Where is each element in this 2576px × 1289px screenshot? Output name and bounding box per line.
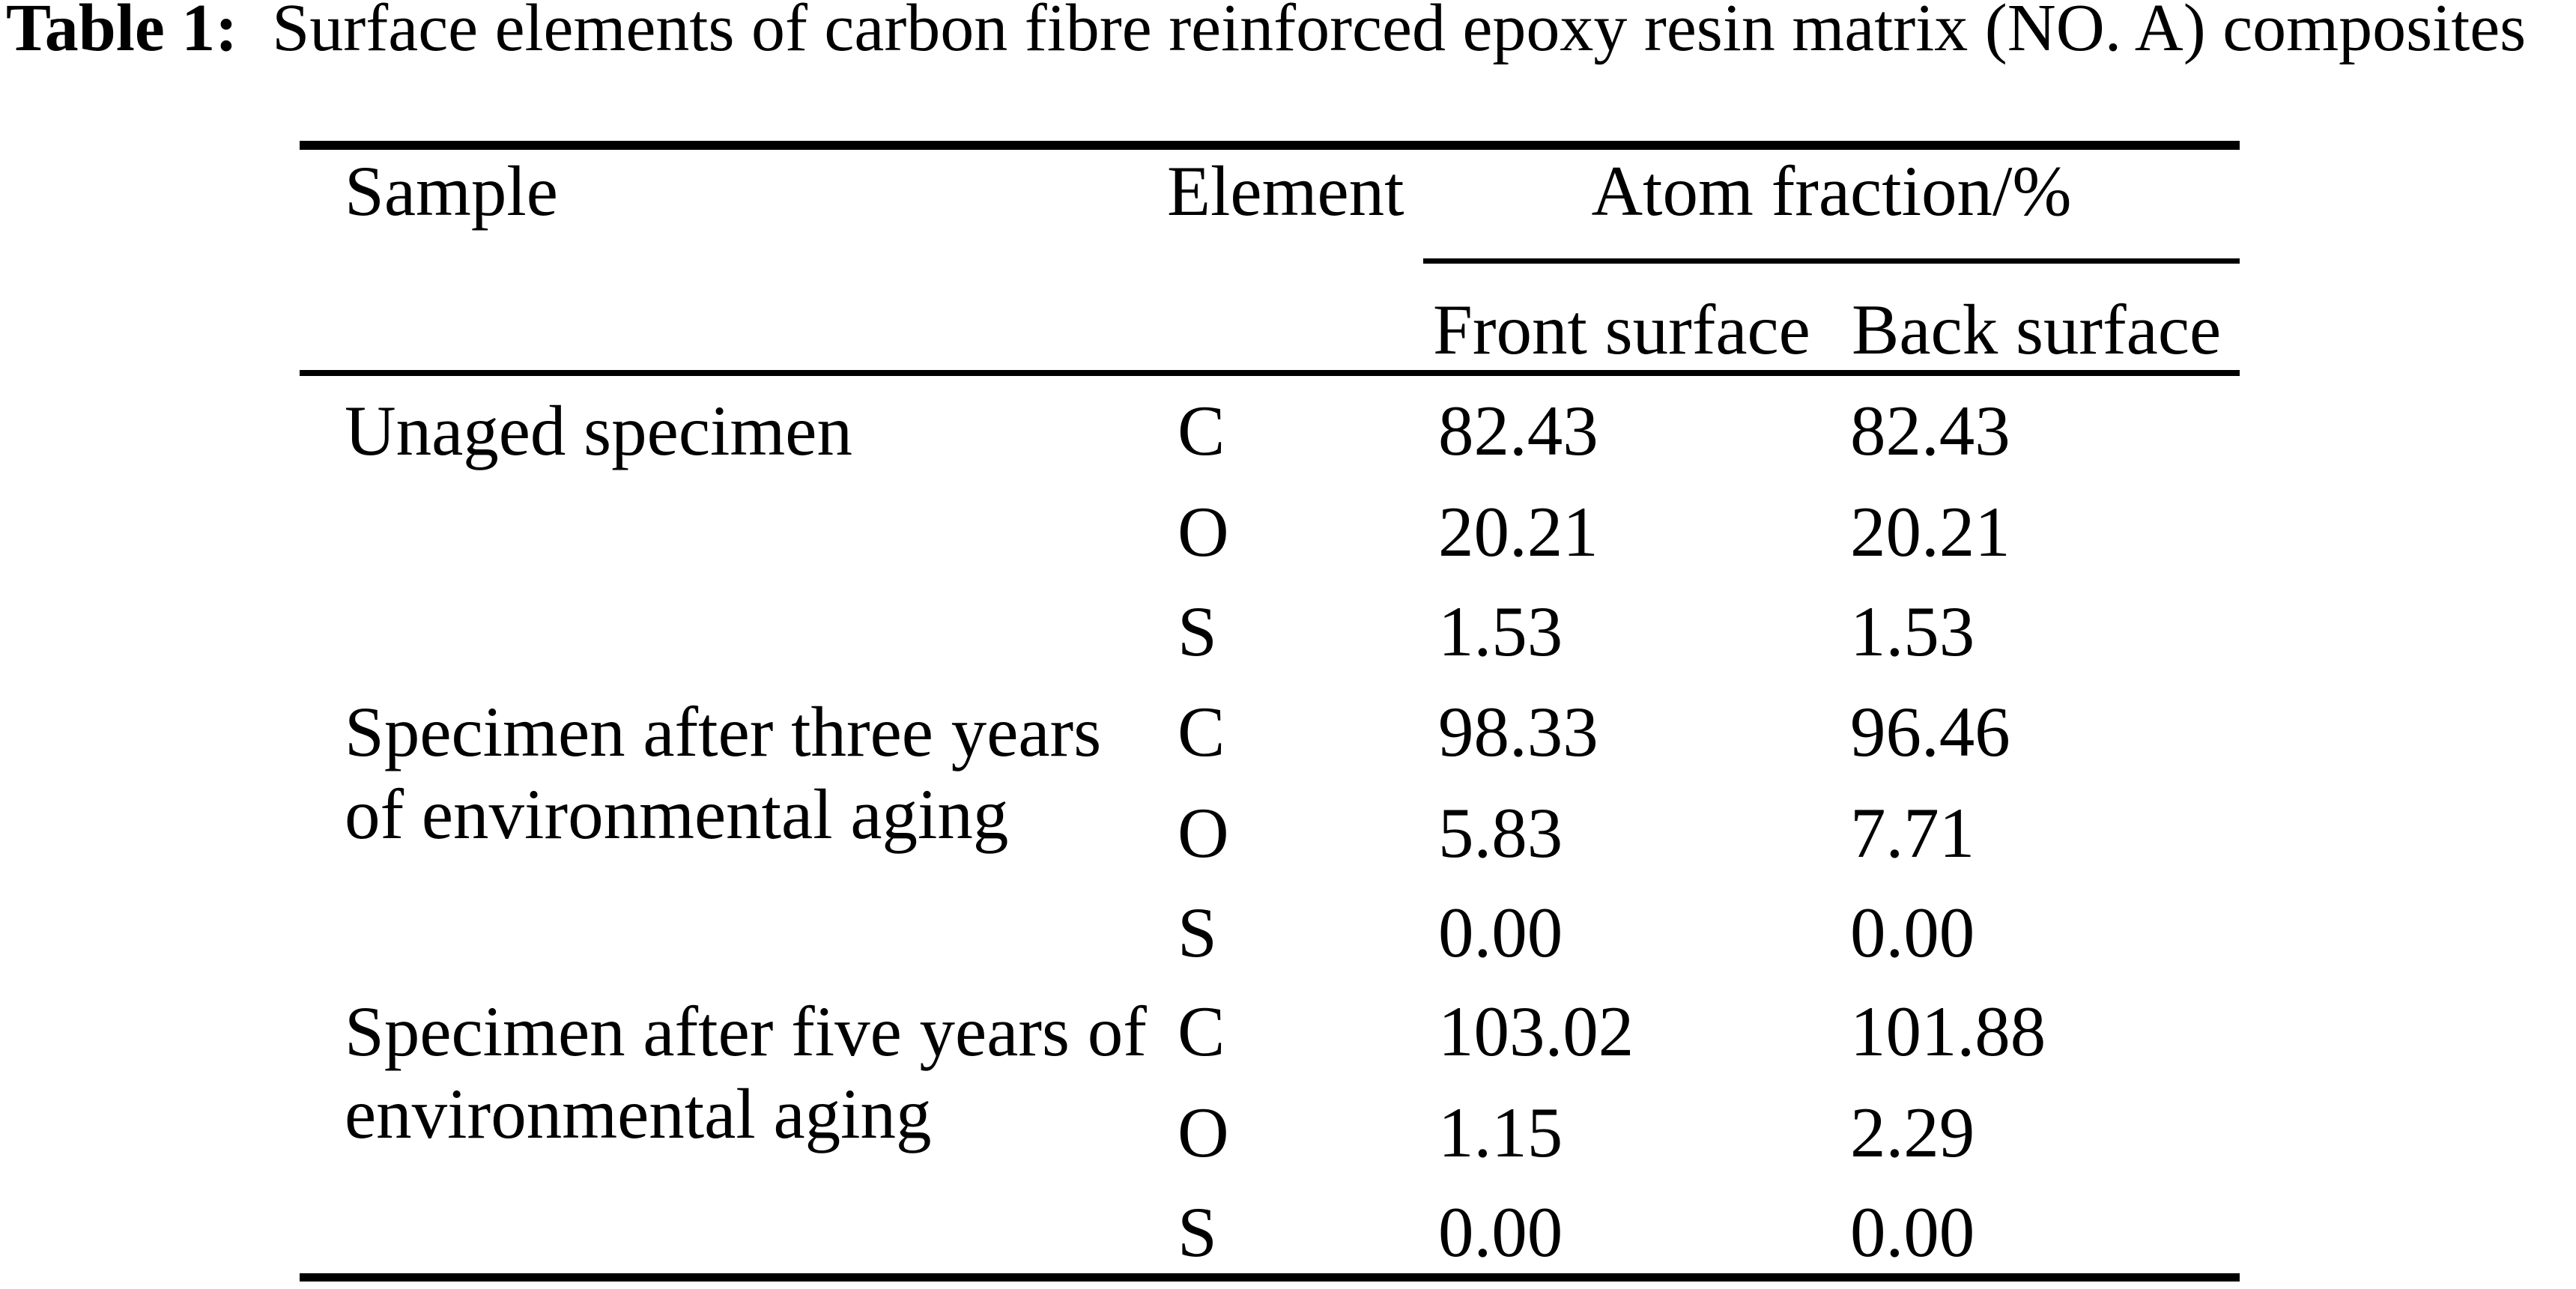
header-sample: Sample	[345, 151, 558, 231]
back-value-cell: 82.43	[1850, 391, 2010, 470]
sample-name-line: of environmental aging	[345, 774, 1009, 854]
element-cell: C	[1178, 692, 1225, 771]
front-value-cell: 103.02	[1438, 992, 1634, 1071]
element-cell: S	[1178, 893, 1217, 972]
front-value-cell: 0.00	[1438, 1192, 1563, 1272]
front-value-cell: 0.00	[1438, 893, 1563, 972]
element-cell: O	[1178, 492, 1229, 571]
sample-name-line: Specimen after three years	[345, 692, 1102, 771]
front-value-cell: 1.15	[1438, 1093, 1563, 1172]
element-cell: S	[1178, 592, 1217, 671]
header-bottom-rule	[300, 370, 2240, 376]
table-caption: Table 1: Surface elements of carbon fibre…	[6, 0, 2526, 67]
back-value-cell: 0.00	[1850, 893, 1975, 972]
sample-name-line: Specimen after five years of	[345, 992, 1147, 1071]
back-value-cell: 2.29	[1850, 1093, 1975, 1172]
table-caption-text: Surface elements of carbon fibre reinfor…	[272, 0, 2527, 65]
element-cell: C	[1178, 992, 1225, 1071]
table-caption-number: Table 1:	[6, 0, 238, 65]
element-cell: O	[1178, 1093, 1229, 1172]
sample-name-line: environmental aging	[345, 1074, 932, 1153]
back-value-cell: 7.71	[1850, 793, 1975, 873]
front-value-cell: 20.21	[1438, 492, 1598, 571]
atom-fraction-cmid-rule	[1423, 258, 2240, 264]
element-cell: C	[1178, 391, 1225, 470]
header-element: Element	[1167, 151, 1404, 231]
header-atom-fraction: Atom fraction/%	[1591, 151, 2072, 231]
back-value-cell: 101.88	[1850, 992, 2046, 1071]
back-value-cell: 96.46	[1850, 692, 2010, 771]
header-back-surface: Back surface	[1852, 290, 2222, 369]
back-value-cell: 1.53	[1850, 592, 1975, 671]
front-value-cell: 98.33	[1438, 692, 1598, 771]
back-value-cell: 0.00	[1850, 1192, 1975, 1272]
element-cell: S	[1178, 1192, 1217, 1272]
front-value-cell: 5.83	[1438, 793, 1563, 873]
table-bottom-rule	[300, 1273, 2240, 1282]
sample-name-line: Unaged specimen	[345, 391, 852, 470]
front-value-cell: 1.53	[1438, 592, 1563, 671]
back-value-cell: 20.21	[1850, 492, 2010, 571]
header-front-surface: Front surface	[1433, 290, 1810, 369]
element-cell: O	[1178, 793, 1229, 873]
table-top-rule	[300, 141, 2240, 150]
front-value-cell: 82.43	[1438, 391, 1598, 470]
